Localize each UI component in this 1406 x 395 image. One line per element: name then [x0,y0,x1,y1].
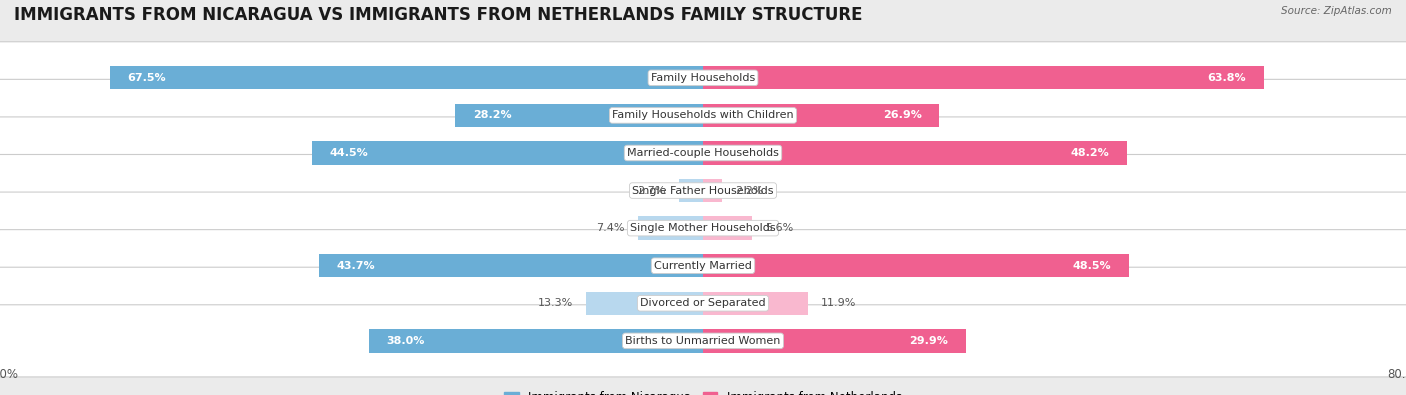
Text: 2.2%: 2.2% [735,186,763,196]
Text: 5.6%: 5.6% [765,223,793,233]
Legend: Immigrants from Nicaragua, Immigrants from Netherlands: Immigrants from Nicaragua, Immigrants fr… [505,391,901,395]
Bar [703,292,807,315]
Text: IMMIGRANTS FROM NICARAGUA VS IMMIGRANTS FROM NETHERLANDS FAMILY STRUCTURE: IMMIGRANTS FROM NICARAGUA VS IMMIGRANTS … [14,6,862,24]
Text: 43.7%: 43.7% [336,261,375,271]
Text: 48.5%: 48.5% [1073,261,1112,271]
FancyBboxPatch shape [0,154,1406,227]
Bar [679,179,703,202]
Text: 29.9%: 29.9% [910,336,948,346]
FancyBboxPatch shape [0,305,1406,377]
Text: 11.9%: 11.9% [821,298,856,308]
Bar [703,141,1126,165]
Bar [586,292,703,315]
Text: 63.8%: 63.8% [1208,73,1246,83]
Bar [456,104,703,127]
Text: Single Mother Households: Single Mother Households [630,223,776,233]
FancyBboxPatch shape [0,192,1406,264]
Text: 26.9%: 26.9% [883,111,922,120]
Text: Births to Unmarried Women: Births to Unmarried Women [626,336,780,346]
Text: 2.7%: 2.7% [637,186,666,196]
Text: Currently Married: Currently Married [654,261,752,271]
Bar [110,66,703,90]
Bar [319,254,703,277]
Text: Source: ZipAtlas.com: Source: ZipAtlas.com [1281,6,1392,16]
Bar [703,329,966,352]
Bar [703,216,752,240]
Text: 38.0%: 38.0% [387,336,425,346]
Bar [703,66,1264,90]
Bar [703,104,939,127]
Text: Family Households with Children: Family Households with Children [612,111,794,120]
FancyBboxPatch shape [0,229,1406,302]
Text: 67.5%: 67.5% [128,73,166,83]
Text: Family Households: Family Households [651,73,755,83]
Text: Divorced or Separated: Divorced or Separated [640,298,766,308]
FancyBboxPatch shape [0,267,1406,339]
Text: 28.2%: 28.2% [472,111,512,120]
FancyBboxPatch shape [0,117,1406,189]
Text: Married-couple Households: Married-couple Households [627,148,779,158]
Bar [368,329,703,352]
Text: 48.2%: 48.2% [1070,148,1109,158]
FancyBboxPatch shape [0,79,1406,152]
Text: 13.3%: 13.3% [537,298,574,308]
Text: Single Father Households: Single Father Households [633,186,773,196]
Bar [703,179,723,202]
Bar [703,254,1129,277]
Bar [312,141,703,165]
Bar [638,216,703,240]
Text: 7.4%: 7.4% [596,223,624,233]
Text: 44.5%: 44.5% [329,148,368,158]
FancyBboxPatch shape [0,42,1406,114]
